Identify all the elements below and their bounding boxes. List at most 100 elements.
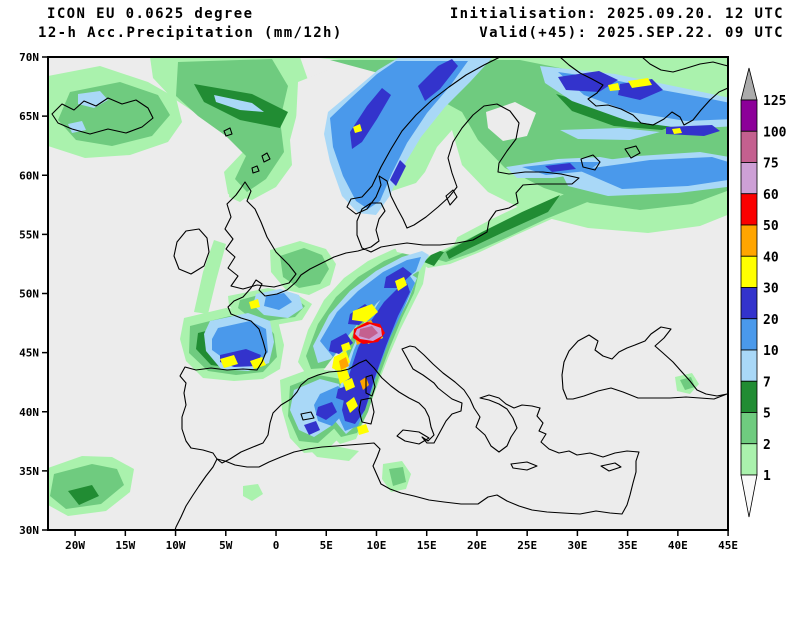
coastline: [223, 127, 233, 137]
colorbar-block: [740, 130, 758, 163]
colorbar-label: 60: [763, 188, 779, 203]
lat-tick-label: 50N: [19, 288, 39, 301]
precip-patch-20: [350, 88, 391, 149]
lon-tick-label: 5W: [219, 539, 233, 552]
colorbar-label: 30: [763, 282, 779, 297]
precip-patch-30: [343, 378, 355, 391]
precip-patch-30: [395, 277, 407, 291]
coastline: [251, 165, 260, 174]
lon-tick-label: 10E: [367, 539, 387, 552]
colorbar-label: 1: [763, 469, 771, 484]
coastline: [173, 228, 210, 275]
colorbar-label: 100: [763, 125, 787, 140]
precip-patch-7: [560, 128, 660, 140]
colorbar-label: 10: [763, 344, 779, 359]
colorbar-block: [740, 443, 758, 476]
precip-patch-20: [390, 160, 406, 186]
coastline: [179, 57, 580, 464]
precip-patch-20: [336, 384, 358, 402]
lon-tick-label: 5E: [320, 539, 333, 552]
precip-patch-20: [304, 421, 320, 435]
valid-time-label: Valid(+45): 2025.SEP.22. 09 UTC: [479, 25, 784, 41]
precip-patch-75: [359, 326, 378, 339]
coastline: [365, 374, 376, 397]
lat-tick-label: 30N: [19, 524, 39, 537]
colorbar-label: 50: [763, 219, 779, 234]
coastline: [300, 411, 315, 421]
lon-tick-label: 20W: [65, 539, 85, 552]
colorbar-label: 2: [763, 438, 771, 453]
colorbar-block: [740, 162, 758, 195]
lon-tick-label: 20E: [467, 539, 487, 552]
lon-tick-label: 15E: [417, 539, 437, 552]
colorbar-block: [740, 318, 758, 351]
model-title: ICON EU 0.0625 degree: [47, 6, 254, 22]
title-block-right: Initialisation: 2025.09.20. 12 UTC Valid…: [450, 5, 784, 43]
precip-patch-2: [389, 467, 406, 486]
colorbar-block: [740, 349, 758, 382]
colorbar-label: 5: [763, 407, 771, 422]
precip-patch-5: [68, 485, 99, 505]
coastline: [600, 462, 622, 472]
colorbar-block: [740, 193, 758, 226]
precip-patch-20: [342, 283, 410, 424]
precip-patch-30: [357, 424, 369, 435]
lon-tick-label: 35E: [618, 539, 638, 552]
coastline: [561, 326, 728, 400]
precip-patch-20: [558, 71, 618, 92]
lake-outline: [624, 145, 641, 159]
colorbar-block: [740, 287, 758, 320]
coastline: [396, 429, 430, 445]
lat-tick-label: 45N: [19, 347, 39, 360]
colorbar-underflow-triangle: [740, 474, 758, 518]
lon-tick-label: 0: [273, 539, 280, 552]
precip-patch-30: [672, 128, 682, 134]
coastline: [510, 461, 538, 471]
coastline: [261, 152, 271, 163]
precip-patch-7: [68, 121, 86, 133]
lat-tick-label: 60N: [19, 169, 39, 182]
colorbar-label: 7: [763, 375, 771, 390]
precip-patch-30: [628, 78, 652, 88]
lat-tick-label: 65N: [19, 110, 39, 123]
precip-patch-5: [446, 195, 560, 259]
precip-patch-20: [545, 163, 576, 172]
precip-patch-20: [618, 79, 663, 100]
precip-patch-20: [316, 402, 337, 420]
precip-patch-7: [214, 95, 264, 112]
colorbar-block: [740, 99, 758, 132]
lon-tick-label: 10W: [166, 539, 186, 552]
product-title: 12-h Acc.Precipitation (mm/12h): [38, 25, 343, 41]
precip-patch-2: [680, 377, 695, 390]
lon-tick-label: 30E: [567, 539, 587, 552]
precip-patch-1: [243, 484, 263, 501]
coastline-layer: [51, 57, 728, 530]
precip-patch-30: [352, 304, 378, 322]
coastline: [216, 407, 640, 515]
coastline: [174, 458, 218, 530]
precip-patch-bg: [383, 179, 467, 258]
precip-patch-bg: [486, 102, 536, 141]
precip-patch-20: [418, 59, 458, 101]
precip-patch-7: [78, 91, 108, 108]
precip-patch-30: [249, 299, 260, 309]
init-time-label: Initialisation: 2025.09.20. 12 UTC: [449, 6, 784, 22]
precip-patch-10: [264, 293, 292, 310]
title-block-left: ICON EU 0.0625 degree 12-h Acc.Precipita…: [38, 5, 343, 43]
precip-patch-1: [194, 240, 226, 314]
colorbar-block: [740, 224, 758, 257]
lon-tick-label: 40E: [668, 539, 688, 552]
coastline: [51, 97, 154, 135]
precip-patch-30: [608, 83, 620, 91]
lat-tick-label: 55N: [19, 228, 39, 241]
precip-patch-40: [339, 357, 349, 370]
precip-patch-30: [341, 342, 351, 352]
coastline: [365, 345, 541, 453]
colorbar-overflow-triangle: [740, 67, 758, 101]
precip-patch-bg: [296, 70, 344, 152]
lon-tick-label: 45E: [718, 539, 738, 552]
precip-patch-20: [384, 267, 412, 288]
lake-outline: [580, 154, 601, 171]
